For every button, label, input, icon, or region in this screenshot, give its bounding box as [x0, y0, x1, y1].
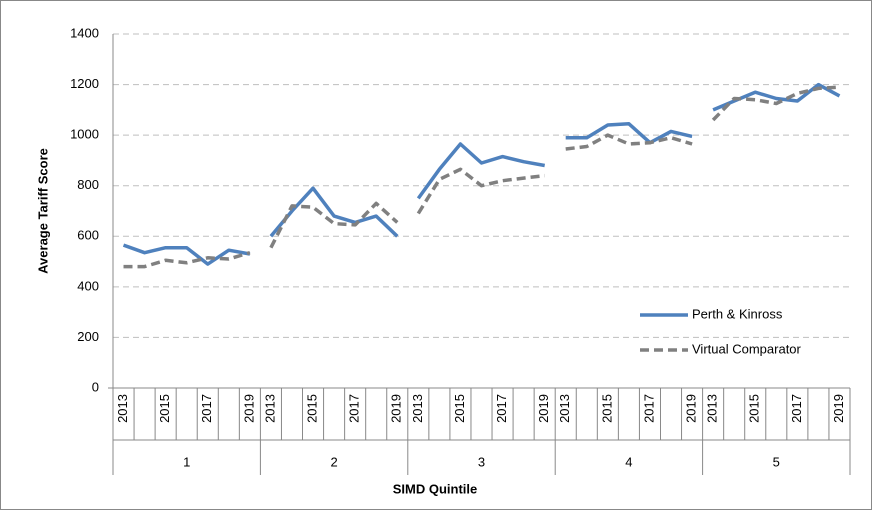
- series-line: [416, 142, 546, 200]
- group-label: 3: [478, 454, 485, 469]
- x-tick-label: 2017: [641, 394, 656, 423]
- series-line: [711, 85, 840, 122]
- x-tick-label: 2013: [705, 394, 720, 423]
- x-tick-label: 2019: [536, 394, 551, 423]
- x-tick-label: 2019: [831, 394, 846, 423]
- x-tick-label: 2013: [410, 394, 425, 423]
- legend-label: Virtual Comparator: [692, 341, 802, 356]
- group-label: 4: [625, 454, 632, 469]
- y-tick-label: 400: [77, 278, 99, 293]
- x-tick-label: 2017: [494, 394, 509, 423]
- x-tick-label: 2015: [157, 394, 172, 423]
- y-tick-label: 1000: [70, 127, 99, 142]
- x-tick-label: 2013: [262, 394, 277, 423]
- series-line: [269, 186, 399, 238]
- series-line: [416, 167, 545, 215]
- series-line: [123, 251, 251, 269]
- x-tick-label: 2019: [389, 394, 404, 423]
- group-label: 2: [330, 454, 337, 469]
- x-axis-title: SIMD Quintile: [393, 481, 478, 496]
- y-tick-label: 1400: [70, 25, 99, 40]
- x-tick-label: 2013: [115, 394, 130, 423]
- x-tick-label: 2015: [599, 394, 614, 423]
- series-line: [712, 82, 841, 112]
- legend-label: Perth & Kinross: [692, 306, 783, 321]
- y-tick-label: 600: [77, 228, 99, 243]
- series-line: [269, 201, 399, 249]
- x-tick-label: 2015: [452, 394, 467, 423]
- y-tick-label: 1200: [70, 76, 99, 91]
- x-tick-label: 2017: [347, 394, 362, 423]
- y-tick-label: 0: [92, 379, 99, 394]
- x-tick-label: 2015: [304, 394, 319, 423]
- x-tick-label: 2015: [747, 394, 762, 423]
- x-tick-label: 2017: [789, 394, 804, 423]
- y-tick-label: 800: [77, 177, 99, 192]
- x-tick-label: 2019: [684, 394, 699, 423]
- y-axis-title: Average Tariff Score: [35, 148, 50, 274]
- series-line: [565, 133, 693, 151]
- group-label: 5: [773, 454, 780, 469]
- x-tick-label: 2019: [241, 394, 256, 423]
- x-tick-label: 2013: [557, 394, 572, 423]
- series-line: [122, 243, 251, 266]
- series-line: [565, 122, 693, 145]
- group-label: 1: [183, 454, 190, 469]
- x-tick-label: 2017: [199, 394, 214, 423]
- y-tick-label: 200: [77, 329, 99, 344]
